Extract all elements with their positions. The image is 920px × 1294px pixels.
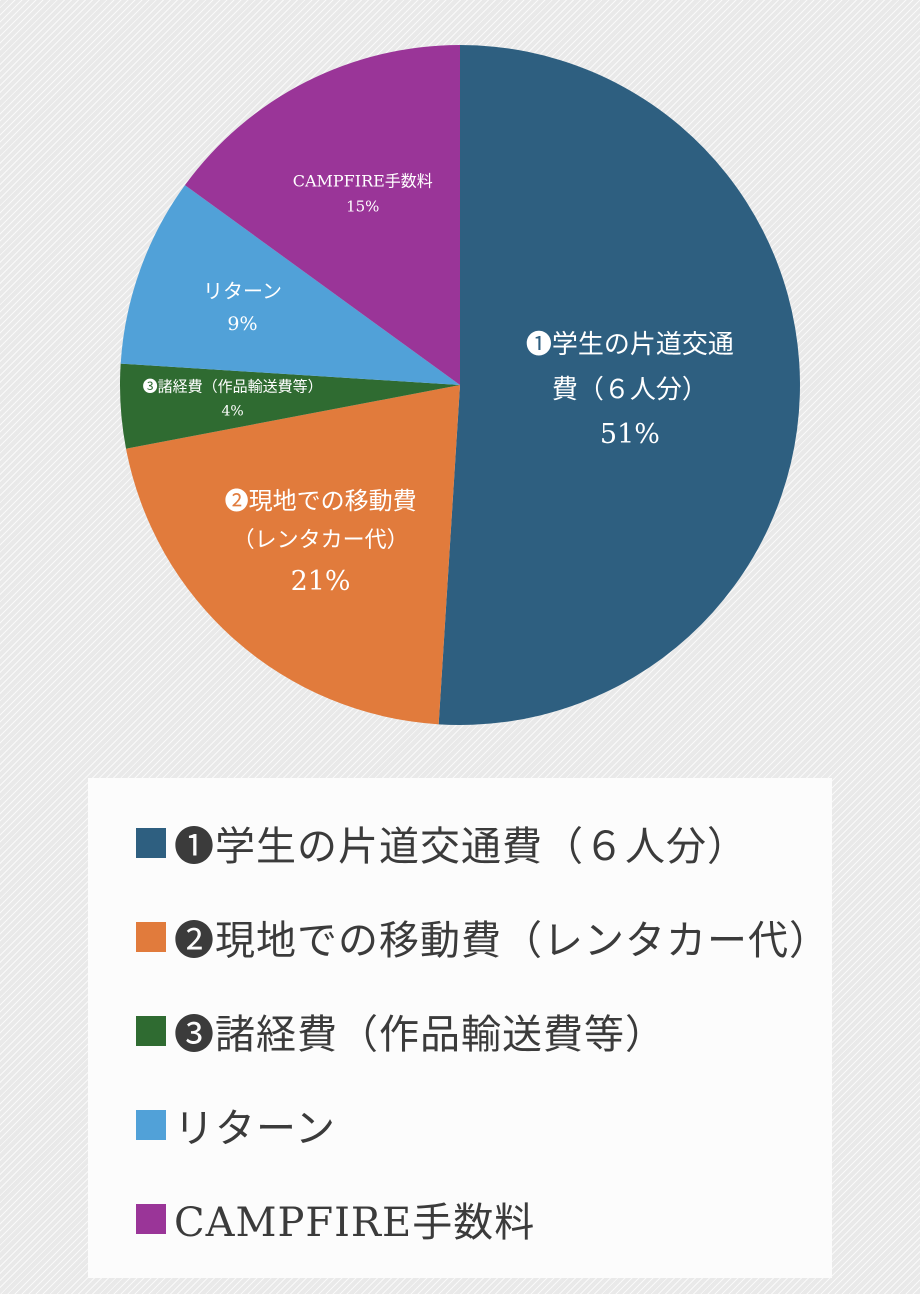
legend-swatch-icon [136, 1016, 166, 1046]
pie-slice-5 [184, 45, 460, 385]
legend-swatch-icon [136, 922, 166, 952]
pie-slice-2 [126, 385, 460, 725]
legend-label: リターン [174, 1106, 336, 1152]
legend-label: ❷現地での移動費（レンタカー代） [174, 918, 830, 964]
legend-panel: ❶学生の片道交通費（６人分） ❷現地での移動費（レンタカー代） ❸諸経費（作品輸送費… [88, 778, 832, 1278]
legend-swatch-icon [136, 1110, 166, 1140]
legend-item-3: ❸諸経費（作品輸送費等） [136, 1002, 832, 1060]
legend-item-5: CAMPFIRE手数料 [136, 1190, 832, 1248]
pie-svg [119, 45, 800, 726]
pie-slice-4 [120, 185, 461, 385]
legend-item-1: ❶学生の片道交通費（６人分） [136, 814, 832, 872]
pie-slice-1 [438, 45, 800, 726]
pie-slice-3 [119, 363, 461, 449]
pie-chart: ❶学生の片道交通 費（６人分） 51% ❷現地での移動費 （レンタカー代） 21% ❸諸経費… [115, 40, 805, 730]
legend-item-2: ❷現地での移動費（レンタカー代） [136, 908, 832, 966]
legend-swatch-icon [136, 828, 166, 858]
legend-label: ❸諸経費（作品輸送費等） [174, 1012, 666, 1058]
legend-label: CAMPFIRE手数料 [174, 1200, 536, 1246]
legend-list: ❶学生の片道交通費（６人分） ❷現地での移動費（レンタカー代） ❸諸経費（作品輸送費… [136, 814, 832, 1248]
legend-label: ❶学生の片道交通費（６人分） [174, 824, 748, 870]
legend-swatch-icon [136, 1204, 166, 1234]
legend-item-4: リターン [136, 1096, 832, 1154]
